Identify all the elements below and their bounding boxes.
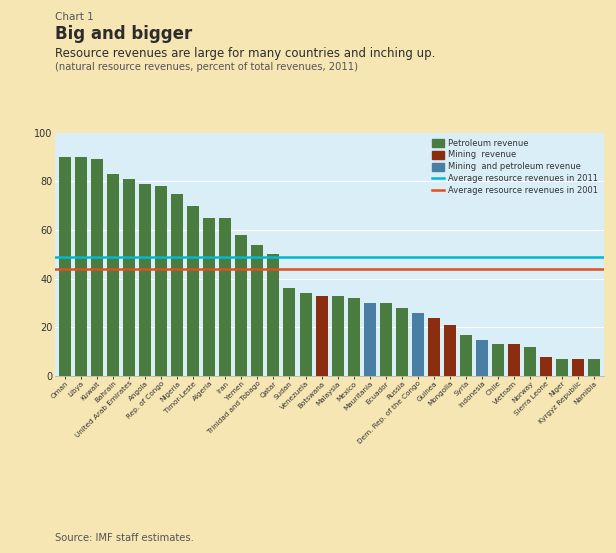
Bar: [524, 347, 536, 376]
Bar: [540, 357, 552, 376]
Bar: [379, 303, 392, 376]
Bar: [155, 186, 168, 376]
Bar: [411, 313, 424, 376]
Bar: [572, 359, 584, 376]
Bar: [75, 157, 87, 376]
Bar: [139, 184, 151, 376]
Bar: [460, 335, 472, 376]
Bar: [476, 340, 488, 376]
Bar: [492, 345, 504, 376]
Bar: [203, 218, 216, 376]
Bar: [315, 296, 328, 376]
Bar: [508, 345, 520, 376]
Bar: [187, 206, 200, 376]
Bar: [299, 293, 312, 376]
Bar: [59, 157, 71, 376]
Bar: [556, 359, 568, 376]
Bar: [107, 174, 119, 376]
Text: (natural resource revenues, percent of total revenues, 2011): (natural resource revenues, percent of t…: [55, 62, 359, 72]
Text: Source: IMF staff estimates.: Source: IMF staff estimates.: [55, 533, 194, 543]
Text: Big and bigger: Big and bigger: [55, 25, 193, 43]
Bar: [91, 159, 103, 376]
Bar: [428, 317, 440, 376]
Bar: [219, 218, 232, 376]
Bar: [395, 308, 408, 376]
Bar: [171, 194, 184, 376]
Bar: [588, 359, 600, 376]
Bar: [444, 325, 456, 376]
Bar: [235, 235, 248, 376]
Legend: Petroleum revenue, Mining  revenue, Mining  and petroleum revenue, Average resou: Petroleum revenue, Mining revenue, Minin…: [431, 137, 599, 197]
Bar: [267, 254, 280, 376]
Text: Resource revenues are large for many countries and inching up.: Resource revenues are large for many cou…: [55, 47, 436, 60]
Bar: [363, 303, 376, 376]
Bar: [347, 298, 360, 376]
Bar: [251, 244, 264, 376]
Text: Chart 1: Chart 1: [55, 12, 94, 22]
Bar: [123, 179, 135, 376]
Bar: [331, 296, 344, 376]
Bar: [283, 289, 296, 376]
